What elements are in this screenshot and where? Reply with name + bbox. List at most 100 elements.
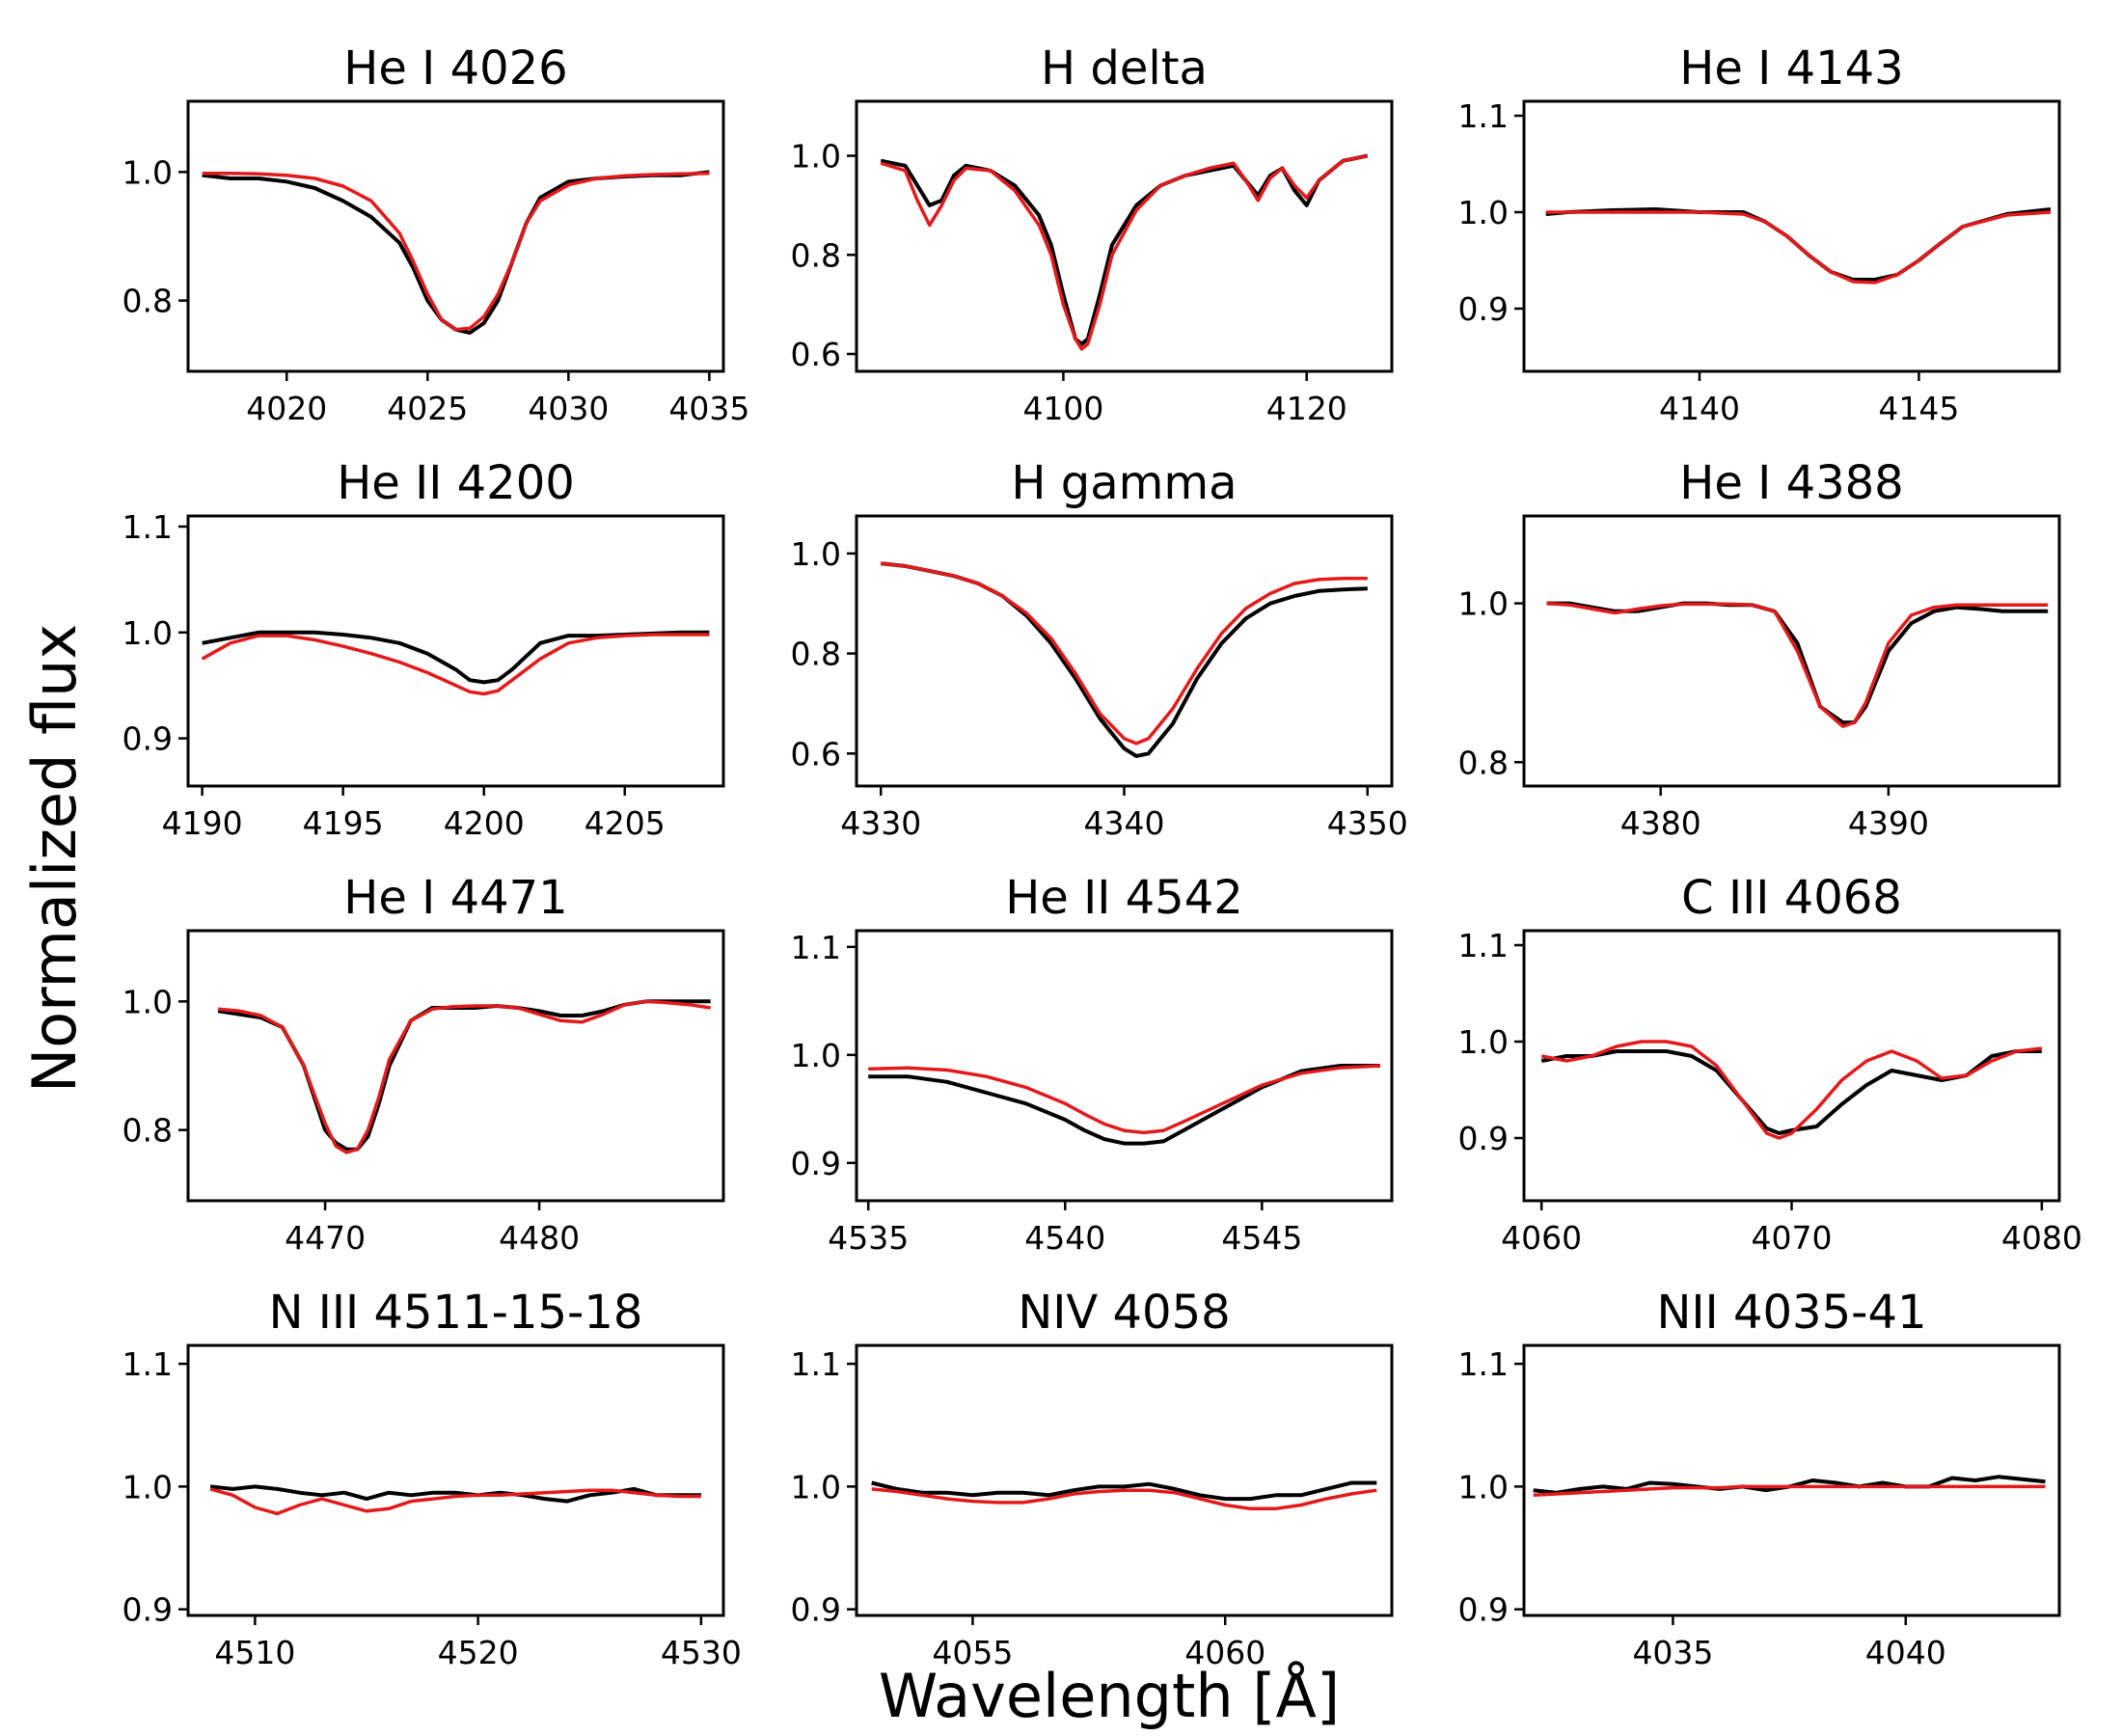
x-tick-label: 4470 <box>285 1219 366 1257</box>
y-tick-label: 1.0 <box>791 1037 841 1074</box>
axes-frame <box>186 929 725 1203</box>
observed-spectrum-line <box>1546 601 2049 725</box>
x-tick-label: 4510 <box>214 1634 295 1671</box>
x-tick-label: 4100 <box>1022 390 1103 427</box>
panels: He I 4026 4020 4025 4030 4035 0.8 1.0 H delta 41… <box>122 41 2082 1671</box>
y-tick-label: 0.8 <box>122 283 173 320</box>
model-spectrum-line <box>202 171 710 332</box>
x-tick-label: 4390 <box>1848 804 1929 842</box>
axes-frame <box>186 1343 725 1617</box>
x-tick-label: 4020 <box>246 390 327 427</box>
panel-title: He II 4542 <box>1005 871 1243 925</box>
panel-title: N III 4511-15-18 <box>269 1286 643 1340</box>
x-tick-label: 4060 <box>1501 1219 1582 1257</box>
panel-7: He I 4471 4470 4480 0.8 1.0 <box>122 871 725 1257</box>
y-tick-label: 1.0 <box>1458 1468 1509 1505</box>
observed-spectrum-line <box>209 1484 701 1504</box>
x-tick-label: 4120 <box>1266 390 1347 427</box>
x-tick-label: 4030 <box>528 390 609 427</box>
panel-title: He I 4143 <box>1679 41 1903 95</box>
panel-title: C III 4068 <box>1681 871 1902 925</box>
axes-frame <box>186 99 725 373</box>
axes-frame <box>855 1343 1394 1617</box>
y-tick-label: 1.1 <box>122 508 173 546</box>
y-tick-label: 0.6 <box>791 336 841 373</box>
y-tick-label: 0.9 <box>791 1145 841 1182</box>
observed-spectrum-line <box>871 1480 1377 1502</box>
x-tick-label: 4340 <box>1084 804 1165 842</box>
panel-title: H delta <box>1041 41 1208 95</box>
x-tick-label: 4060 <box>1184 1634 1265 1671</box>
x-tick-label: 4035 <box>1632 1634 1713 1671</box>
axes-frame <box>1522 1343 2061 1617</box>
observed-spectrum-line <box>880 561 1368 758</box>
y-tick-label: 0.8 <box>122 1112 173 1150</box>
y-tick-label: 1.0 <box>122 1468 173 1505</box>
x-tick-label: 4350 <box>1327 804 1408 842</box>
y-tick-label: 1.0 <box>122 153 173 191</box>
y-tick-label: 1.1 <box>1458 97 1509 135</box>
x-tick-label: 4070 <box>1752 1219 1833 1257</box>
model-spectrum-line <box>1545 210 2052 285</box>
axes-frame <box>855 929 1394 1203</box>
model-spectrum-line <box>217 999 711 1154</box>
x-tick-label: 4025 <box>387 390 468 427</box>
y-tick-label: 1.0 <box>1458 585 1509 623</box>
x-tick-label: 4205 <box>585 804 666 842</box>
panel-4: He II 4200 4190 4195 4200 4205 0.9 1.0 1.1 <box>122 456 725 842</box>
observed-spectrum-line <box>217 999 711 1152</box>
y-tick-label: 0.8 <box>791 636 841 673</box>
axes-frame <box>855 99 1394 373</box>
y-tick-label: 1.1 <box>1458 927 1509 964</box>
model-spectrum-line <box>209 1487 701 1516</box>
observed-spectrum-line <box>202 630 710 685</box>
panel-8: He II 4542 4535 4540 4545 0.9 1.0 1.1 <box>791 871 1394 1257</box>
x-tick-label: 4140 <box>1659 390 1740 427</box>
x-tick-label: 4535 <box>828 1219 909 1257</box>
panel-title: He I 4471 <box>343 871 567 925</box>
y-tick-label: 1.0 <box>122 614 173 652</box>
x-tick-label: 4040 <box>1865 1634 1946 1671</box>
x-tick-label: 4380 <box>1620 804 1701 842</box>
panel-3: He I 4143 4140 4145 0.9 1.0 1.1 <box>1458 41 2061 427</box>
observed-spectrum-line <box>1540 1049 2042 1135</box>
x-tick-label: 4195 <box>303 804 384 842</box>
y-tick-label: 0.9 <box>1458 1591 1509 1629</box>
x-tick-label: 4540 <box>1024 1219 1105 1257</box>
x-tick-label: 4530 <box>661 1634 742 1671</box>
model-spectrum-line <box>201 633 710 696</box>
panel-5: H gamma 4330 4340 4350 0.6 0.8 1.0 <box>791 456 1408 842</box>
panel-12: NII 4035-41 4035 4040 0.9 1.0 1.1 <box>1458 1286 2061 1671</box>
panel-9: C III 4068 4060 4070 4080 0.9 1.0 1.1 <box>1458 871 2082 1257</box>
panel-10: N III 4511-15-18 4510 4520 4530 0.9 1.0 1.1 <box>122 1286 742 1671</box>
panel-title: H gamma <box>1011 456 1237 510</box>
y-tick-label: 0.9 <box>122 1591 173 1629</box>
x-tick-label: 4520 <box>438 1634 519 1671</box>
model-spectrum-line <box>1546 601 2049 728</box>
y-tick-label: 0.9 <box>1458 290 1509 328</box>
panel-1: He I 4026 4020 4025 4030 4035 0.8 1.0 <box>122 41 750 427</box>
panel-2: H delta 4100 4120 0.6 0.8 1.0 <box>791 41 1394 427</box>
observed-spectrum-line <box>202 170 710 335</box>
model-spectrum-line <box>880 153 1369 351</box>
x-tick-label: 4080 <box>2001 1219 2082 1257</box>
y-tick-label: 0.9 <box>122 720 173 758</box>
model-spectrum-line <box>1533 1484 2046 1498</box>
panel-title: He I 4388 <box>1679 456 1903 510</box>
x-tick-label: 4190 <box>162 804 243 842</box>
model-spectrum-line <box>871 1487 1377 1511</box>
y-tick-label: 1.0 <box>791 535 841 573</box>
y-tick-label: 1.1 <box>791 929 841 966</box>
model-spectrum-line <box>1540 1040 2043 1140</box>
y-tick-label: 1.0 <box>791 138 841 176</box>
panel-title: He I 4026 <box>343 41 567 95</box>
x-tick-label: 4035 <box>668 390 749 427</box>
y-tick-label: 1.0 <box>122 983 173 1020</box>
model-spectrum-line <box>868 1064 1380 1135</box>
x-tick-label: 4055 <box>932 1634 1013 1671</box>
model-spectrum-line <box>881 561 1368 746</box>
axes-frame <box>1522 514 2061 788</box>
y-tick-label: 1.0 <box>1458 194 1509 231</box>
x-tick-label: 4330 <box>840 804 921 842</box>
